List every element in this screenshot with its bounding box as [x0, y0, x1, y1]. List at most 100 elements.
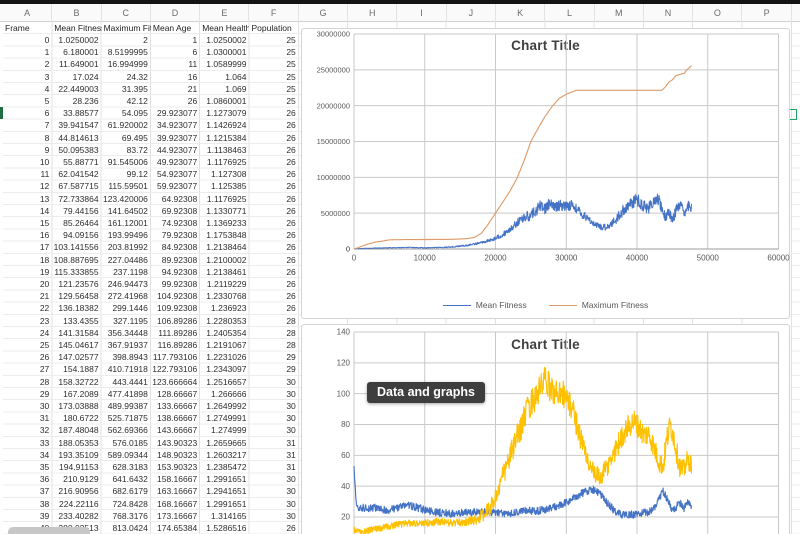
cell[interactable]: 4: [44, 83, 50, 94]
cell[interactable]: 1.069: [225, 83, 247, 94]
cell[interactable]: 26: [286, 230, 296, 241]
cell[interactable]: 30: [286, 413, 296, 424]
cell[interactable]: 115.333855: [54, 266, 99, 277]
cell[interactable]: 30: [286, 474, 296, 485]
cell[interactable]: 203.81992: [107, 242, 148, 253]
cell[interactable]: 55.88771: [63, 157, 99, 167]
cell[interactable]: 31: [286, 462, 296, 472]
cell[interactable]: 1.314165: [211, 510, 247, 521]
column-header-H[interactable]: H: [348, 3, 398, 22]
cell[interactable]: 224.22116: [59, 498, 99, 509]
cell[interactable]: 94.09156: [63, 230, 99, 241]
cell[interactable]: 61.920002: [107, 120, 148, 131]
cell[interactable]: 31: [286, 449, 296, 460]
cell[interactable]: 37: [39, 486, 50, 497]
cell[interactable]: 1.2941651: [206, 486, 247, 497]
cell[interactable]: 30: [286, 486, 296, 497]
cell[interactable]: 28: [286, 315, 296, 326]
cell[interactable]: 69.92308: [161, 205, 198, 216]
column-header-M[interactable]: M: [595, 3, 644, 22]
cell[interactable]: 14: [39, 205, 50, 216]
cell[interactable]: 1.2405354: [206, 327, 247, 338]
cell[interactable]: 24: [39, 327, 50, 338]
cell[interactable]: 410.71918: [107, 364, 148, 375]
cell[interactable]: 1.0860001: [206, 96, 247, 106]
cell[interactable]: 768.3176: [112, 510, 148, 521]
cell[interactable]: 30: [286, 498, 296, 509]
cell[interactable]: 26: [286, 279, 296, 289]
cell[interactable]: 16: [39, 230, 50, 241]
cell[interactable]: 31: [39, 413, 50, 424]
cell[interactable]: 33.88577: [63, 108, 99, 119]
cell[interactable]: 227.04486: [107, 254, 148, 265]
column-title[interactable]: Mean Health: [202, 23, 250, 33]
cell[interactable]: 59.923077: [157, 181, 198, 192]
cell[interactable]: 194.91153: [59, 462, 99, 472]
cell[interactable]: 193.99496: [107, 230, 148, 241]
cell[interactable]: 1.2649992: [206, 401, 247, 411]
column-title[interactable]: Mean Fitness: [54, 23, 102, 33]
cell[interactable]: 25: [286, 47, 296, 58]
cell[interactable]: 117.793106: [152, 352, 198, 363]
cell[interactable]: 50.095383: [58, 144, 99, 155]
cell[interactable]: 26: [286, 120, 296, 131]
cell[interactable]: 1.2330768: [206, 291, 247, 302]
cell[interactable]: 143.90323: [157, 437, 198, 448]
cell[interactable]: 94.92308: [161, 266, 198, 277]
cell[interactable]: 6: [44, 108, 50, 119]
cell[interactable]: 628.3183: [112, 462, 148, 472]
column-header-B[interactable]: B: [52, 3, 102, 22]
cell[interactable]: 25: [286, 83, 296, 94]
cell[interactable]: 12: [39, 181, 50, 192]
column-header-O[interactable]: O: [693, 3, 743, 22]
cell[interactable]: 1.2280353: [206, 315, 247, 326]
cell[interactable]: 67.587715: [58, 181, 99, 192]
cell[interactable]: 35: [39, 462, 50, 472]
cell[interactable]: 1.2516657: [206, 376, 247, 387]
cell[interactable]: 216.90956: [58, 486, 99, 497]
cell[interactable]: 813.0424: [112, 523, 148, 533]
cell[interactable]: 34.923077: [157, 120, 198, 131]
second-chart[interactable]: Chart Title 20 40 60 80 100 120 140: [301, 324, 790, 534]
column-header-G[interactable]: G: [299, 3, 349, 22]
cell[interactable]: 26: [286, 132, 296, 143]
cell[interactable]: 1.2659665: [206, 437, 247, 448]
cell[interactable]: 1.1369233: [206, 218, 247, 228]
cell[interactable]: 168.16667: [157, 498, 198, 509]
cell[interactable]: 1.2231026: [206, 352, 247, 363]
column-title[interactable]: Frame: [5, 23, 30, 33]
cell[interactable]: 443.4441: [112, 376, 148, 387]
cell[interactable]: 8: [44, 132, 50, 143]
cell[interactable]: 143.66667: [157, 425, 198, 436]
cell[interactable]: 356.34448: [107, 327, 148, 338]
cell[interactable]: 26: [286, 205, 296, 216]
cell[interactable]: 6: [192, 47, 198, 58]
cell[interactable]: 8.5199995: [107, 47, 148, 58]
cell[interactable]: 1.125385: [211, 181, 247, 192]
cell[interactable]: 158.32722: [58, 376, 99, 387]
cell[interactable]: 84.92308: [161, 242, 198, 253]
cell[interactable]: 104.92308: [157, 291, 198, 302]
column-header-E[interactable]: E: [200, 3, 250, 22]
cell[interactable]: 5: [44, 96, 50, 106]
cell[interactable]: 1.2100002: [206, 254, 247, 265]
cell[interactable]: 39.941547: [58, 120, 99, 131]
cell[interactable]: 1: [44, 47, 50, 58]
fitness-chart[interactable]: Chart Title Mean Fitness Maximum Fitness …: [301, 28, 790, 319]
cell[interactable]: 26: [286, 144, 296, 155]
cell[interactable]: 272.41968: [107, 291, 148, 302]
cell[interactable]: 1.2343097: [206, 364, 247, 375]
cell[interactable]: 29: [39, 388, 50, 399]
cell[interactable]: 28.236: [72, 96, 99, 106]
cell[interactable]: 123.666664: [152, 376, 198, 387]
cell[interactable]: 31: [286, 437, 296, 448]
cell[interactable]: 210.9129: [63, 474, 99, 485]
cell[interactable]: 19: [39, 266, 50, 277]
cell[interactable]: 1.236923: [211, 303, 247, 314]
cell[interactable]: 79.44156: [63, 205, 99, 216]
cell[interactable]: 327.1195: [113, 315, 148, 326]
cell[interactable]: 1.0250002: [58, 35, 99, 45]
cell[interactable]: 121.23576: [58, 279, 99, 289]
cell[interactable]: 6.180001: [63, 47, 99, 58]
cell[interactable]: 33: [39, 437, 50, 448]
